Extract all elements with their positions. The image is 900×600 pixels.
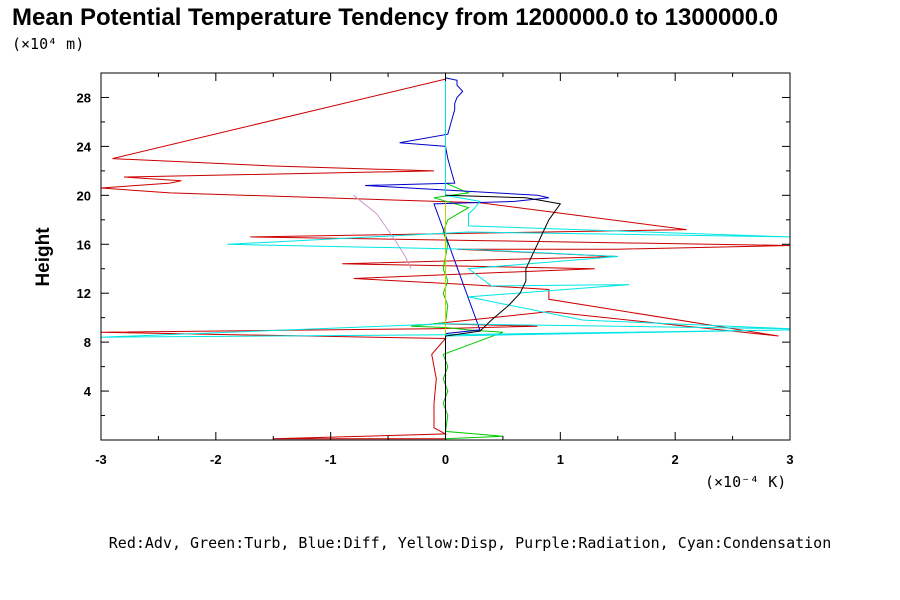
series-line-turb (411, 182, 504, 440)
x-tick-label: -1 (325, 452, 337, 467)
y-tick-label: 12 (77, 286, 91, 301)
axis-ticks (100, 73, 791, 440)
chart-title: Mean Potential Temperature Tendency from… (12, 4, 778, 31)
series-group (101, 77, 790, 440)
x-tick-label: -3 (95, 452, 107, 467)
series-line-adv (101, 78, 790, 440)
y-tick-label: 4 (84, 384, 92, 399)
series-line-radiation (353, 194, 412, 269)
y-axis-label: Height (33, 227, 54, 287)
y-tick-label: 20 (77, 188, 91, 203)
x-tick-label: -2 (210, 452, 222, 467)
x-tick-label: 2 (672, 452, 679, 467)
series-line-diff (365, 77, 550, 439)
series-line-condensation (101, 79, 790, 439)
legend-note: Red:Adv, Green:Turb, Blue:Diff, Yellow:D… (109, 534, 831, 552)
y-tick-label: 16 (77, 237, 91, 252)
series-line-total (445, 194, 562, 439)
x-tick-label: 0 (442, 452, 449, 467)
x-tick-label: 3 (786, 452, 793, 467)
y-tick-label: 24 (77, 139, 92, 154)
x-unit-label: (×10⁻⁴ K) (705, 473, 786, 491)
y-tick-label: 8 (84, 335, 91, 350)
x-tick-label: 1 (557, 452, 564, 467)
y-tick-label: 28 (77, 90, 91, 105)
y-unit-label: (×10⁴ m) (12, 35, 84, 53)
